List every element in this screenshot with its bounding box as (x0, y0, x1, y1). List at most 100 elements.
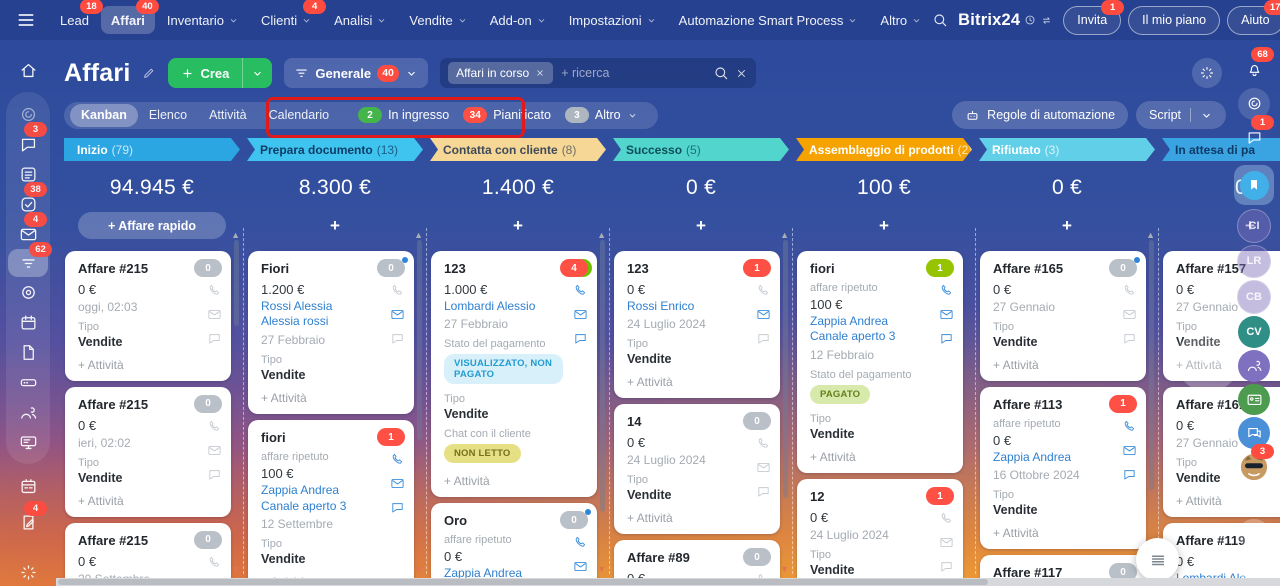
filter-button[interactable]: Generale 40 (284, 58, 429, 88)
card-title[interactable]: Oro (444, 513, 468, 529)
card-title[interactable]: 123 (627, 261, 649, 276)
phone-icon[interactable] (207, 555, 222, 570)
kanban-card[interactable]: Affare #165 0 0 € 27 Gennaio Tipo Vendite + At… (980, 251, 1146, 381)
kanban-card[interactable]: Affare #113 1 affare ripetuto 0 € Zappia And… (980, 386, 1146, 550)
add-activity-link[interactable]: + Attività (1176, 493, 1222, 508)
column-scrollbar[interactable] (417, 240, 422, 440)
column-header[interactable]: Successo (5) (613, 138, 789, 161)
mail-icon[interactable] (756, 460, 771, 475)
avatar-initials[interactable]: LR (1237, 244, 1271, 279)
bookmark-icon[interactable] (1234, 165, 1274, 205)
nav-item-automazione-smart-process[interactable]: Automazione Smart Process (669, 6, 869, 34)
chat-icon[interactable] (207, 467, 222, 482)
counter-in-ingresso[interactable]: 2 In ingresso (358, 107, 449, 123)
scroll-up-arrow[interactable]: ▲ (780, 230, 789, 240)
contact-link[interactable]: Zappia Andrea (993, 449, 1072, 464)
chat-icon[interactable] (1122, 467, 1137, 482)
add-activity-link[interactable]: + Attività (810, 450, 856, 465)
phone-icon[interactable] (390, 452, 405, 467)
mail-icon[interactable] (207, 443, 222, 458)
contact-link[interactable]: Canale aperto 3 (810, 329, 896, 344)
clock-icon[interactable] (1024, 14, 1036, 26)
chat-icon[interactable] (939, 559, 954, 574)
column-scrollbar[interactable] (783, 240, 788, 498)
tab-attività[interactable]: Attività (209, 108, 247, 122)
mail-icon[interactable] (756, 307, 771, 322)
nav-item-analisi[interactable]: Analisi (324, 6, 397, 34)
home-icon[interactable] (13, 56, 43, 84)
chats-icon[interactable] (1238, 417, 1270, 450)
phone-icon[interactable] (207, 419, 222, 434)
scroll-down-arrow[interactable]: ▼ (231, 564, 240, 574)
settings-gear-icon[interactable] (13, 558, 43, 586)
document-icon[interactable] (13, 337, 43, 367)
chat-icon[interactable] (756, 331, 771, 346)
add-activity-link[interactable]: + Attività (627, 375, 673, 390)
chat-icon[interactable] (1122, 331, 1137, 346)
column-scrollbar[interactable] (600, 240, 605, 512)
column-scrollbar[interactable] (234, 240, 239, 326)
column-header[interactable]: Inizio (79) (64, 138, 240, 161)
menu-icon[interactable] (16, 10, 36, 30)
avatar-initials[interactable]: CI (1237, 208, 1271, 243)
expand-panel-button[interactable] (1176, 328, 1240, 392)
kanban-card[interactable]: Affare #11900 €Lombardi AleSanto16 Ottob… (1163, 522, 1280, 578)
column-header[interactable]: Assemblaggio di prodotti (2) (796, 138, 972, 161)
scroll-up-arrow[interactable]: ▲ (231, 230, 240, 240)
view-settings-button[interactable] (1192, 58, 1222, 88)
nav-item-vendite[interactable]: Vendite (399, 6, 477, 34)
card-title[interactable]: 14 (627, 414, 642, 430)
card-title[interactable]: Affare #161 (1176, 396, 1247, 412)
copilot-icon[interactable] (13, 99, 43, 129)
chevron-down-icon[interactable] (1200, 109, 1213, 122)
add-activity-link[interactable]: + Attività (993, 357, 1039, 372)
card-title[interactable]: 123 (444, 261, 466, 276)
nav-item-inventario[interactable]: Inventario (157, 6, 249, 34)
column-header[interactable]: Contatta con cliente (8) (430, 138, 606, 161)
crm-funnel-icon[interactable]: 62 (8, 242, 52, 277)
topbar-button-il-mio-piano[interactable]: Il mio piano (1128, 5, 1221, 35)
scroll-down-arrow[interactable]: ▼ (780, 564, 789, 574)
quick-add-button[interactable]: + (696, 215, 706, 235)
task-icon[interactable] (1238, 484, 1270, 517)
phone-icon[interactable] (573, 535, 588, 550)
search-chip[interactable]: Affari in corso (448, 62, 554, 84)
mail-icon[interactable] (1122, 307, 1137, 322)
phone-icon[interactable] (207, 283, 222, 298)
contact-link[interactable]: Lombardi Ale (1176, 570, 1247, 578)
calendar-icon[interactable] (13, 307, 43, 337)
edit-title-icon[interactable] (142, 66, 156, 80)
phone-icon[interactable] (390, 283, 405, 298)
kanban-card[interactable]: Affare #215 0 0 € oggi, 02:03 Tipo Vendite + A… (65, 251, 231, 381)
people-icon[interactable] (13, 397, 43, 427)
card-title[interactable]: Affare #215 (78, 261, 149, 276)
mail-icon[interactable] (939, 535, 954, 550)
card-title[interactable]: Fiori (261, 261, 290, 276)
nav-item-affari[interactable]: Affari 40 (100, 0, 159, 34)
avatar-initials[interactable]: CV (1238, 316, 1270, 348)
quick-add-button[interactable]: + Affare rapido (78, 212, 226, 239)
mail-icon[interactable]: 4 (13, 212, 47, 249)
quick-add-button[interactable]: + (330, 215, 340, 235)
copilot-icon[interactable] (1238, 87, 1270, 120)
quick-add-button[interactable]: + (513, 215, 523, 235)
bell-icon[interactable]: 68 (1238, 47, 1274, 86)
contact-link[interactable]: Rossi Alessia (261, 298, 333, 313)
scroll-up-arrow[interactable]: ▲ (1146, 230, 1155, 240)
whiteboard-icon[interactable] (13, 427, 43, 457)
cat-avatar-icon[interactable]: 3 (1238, 444, 1274, 483)
avatar-initials[interactable]: CB (1237, 280, 1271, 315)
drive-icon[interactable] (13, 367, 43, 397)
search-bar[interactable]: Affari in corso + ricerca (440, 58, 757, 88)
mail-icon[interactable] (390, 307, 405, 322)
chat-icon[interactable] (390, 331, 405, 346)
scroll-up-arrow[interactable]: ▲ (414, 230, 423, 240)
people-icon[interactable] (1238, 349, 1270, 382)
nav-item-clienti[interactable]: Clienti 4 (251, 0, 327, 34)
quick-add-button[interactable]: + (879, 215, 889, 235)
phone-icon[interactable] (756, 283, 771, 298)
phone-icon[interactable] (756, 436, 771, 451)
kanban-card[interactable]: fiori 1 affare ripetuto 100 € Zappia Andrea C… (248, 420, 414, 578)
